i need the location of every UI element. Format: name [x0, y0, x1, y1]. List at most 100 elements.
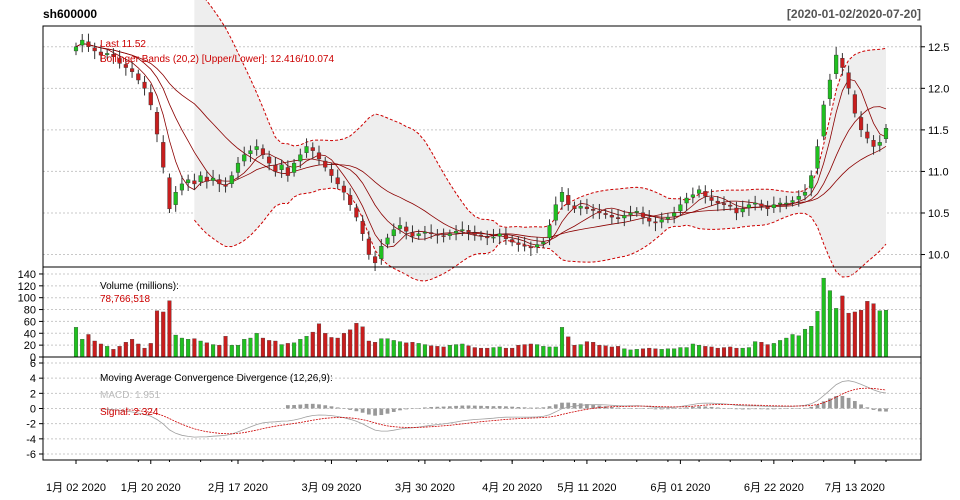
macd-hist-bar — [335, 407, 340, 409]
candle — [877, 135, 882, 152]
candle — [316, 145, 322, 166]
macd-hist-bar — [398, 408, 402, 411]
candle — [217, 174, 222, 193]
candle — [92, 42, 97, 60]
candle — [260, 144, 265, 159]
volume-value: 78,766,518 — [100, 294, 150, 305]
candle — [709, 189, 714, 206]
volume-bar — [609, 346, 614, 358]
x-tick-label: 3月 09 2020 — [301, 482, 361, 494]
volume-bar — [148, 343, 153, 358]
candle — [522, 236, 527, 252]
macd-hist-bar — [535, 407, 539, 409]
candle — [852, 90, 857, 118]
legend-bands: Bollinger Bands (20,2) [Upper/Lower]: 12… — [100, 54, 334, 65]
volume-bar — [559, 327, 565, 358]
candle — [105, 49, 110, 59]
macd-hist-bar — [466, 405, 471, 409]
macd-hist-bar — [435, 406, 440, 409]
volume-bar — [485, 347, 490, 358]
candle — [422, 225, 427, 241]
macd-hist-bar — [566, 402, 571, 409]
volume-bar — [721, 347, 727, 358]
volume-bar — [416, 343, 421, 358]
macd-hist-bar — [460, 405, 465, 409]
macd-hist-bar — [784, 408, 789, 409]
candle — [373, 251, 378, 271]
volume-bar — [335, 337, 340, 358]
volume-bar — [354, 323, 359, 358]
volume-bar — [728, 346, 733, 358]
volume-bar — [796, 335, 801, 358]
macd-hist-bar — [821, 401, 826, 409]
macd-hist-bar — [429, 407, 434, 409]
macd-hist-bar — [329, 406, 334, 409]
macd-tick-label: -2 — [26, 419, 36, 431]
price-tick-label: 11.5 — [928, 125, 949, 137]
signal-line — [125, 387, 887, 435]
volume-bar — [697, 344, 702, 358]
candle — [267, 150, 272, 171]
candle — [161, 135, 166, 174]
macd-hist-bar — [759, 408, 764, 410]
candle — [578, 200, 583, 216]
macd-hist-bar — [578, 403, 583, 409]
candle — [597, 203, 602, 220]
volume-bar — [204, 342, 209, 358]
volume-bar — [267, 340, 272, 358]
candle — [591, 204, 596, 219]
candle — [447, 229, 452, 240]
x-tick-label: 2月 17 2020 — [208, 482, 268, 494]
volume-bar — [316, 323, 322, 358]
macd-hist-bar — [616, 407, 620, 409]
candle — [765, 200, 770, 216]
volume-bar — [92, 340, 97, 358]
macd-hist-bar — [672, 408, 677, 409]
volume-bar — [478, 347, 484, 358]
x-axis: 1月 02 2020 1月 20 2020 2月 17 2020 3月 09 2020… — [46, 460, 887, 494]
volume-bar — [105, 346, 110, 358]
candle — [659, 212, 664, 229]
macd-hist-bar — [597, 405, 602, 409]
volume-bar — [397, 341, 403, 358]
candle — [279, 159, 284, 178]
volume-bar — [472, 347, 477, 358]
candle — [435, 229, 440, 244]
volume-bar — [859, 309, 864, 358]
macd-hist-bar — [504, 406, 508, 409]
macd-tick-label: 0 — [30, 404, 36, 416]
volume-bar — [640, 348, 646, 358]
candle — [397, 217, 403, 234]
macd-hist-bar — [516, 407, 521, 409]
candle — [771, 196, 776, 213]
price-y-axis: 10.0 10.5 11.0 11.5 12.0 12.5 — [921, 42, 949, 262]
macd-hist-bar — [285, 405, 290, 409]
macd-hist-bar — [323, 405, 328, 409]
candle — [491, 228, 496, 243]
date-range: [2020-01-02/2020-07-20] — [787, 7, 921, 21]
volume-bar — [186, 339, 191, 358]
volume-bar — [142, 347, 147, 358]
macd-hist-bar — [647, 408, 652, 409]
volume-bar — [678, 347, 683, 358]
candle — [466, 225, 471, 241]
candle — [304, 138, 309, 158]
volume-bar — [628, 349, 633, 358]
volume-bar — [123, 342, 128, 358]
macd-hist-bar — [547, 406, 552, 409]
volume-bar — [73, 327, 79, 358]
volume-bar — [815, 311, 820, 358]
volume-bar — [809, 326, 814, 358]
volume-bar — [298, 339, 303, 358]
macd-hist-bar — [298, 404, 303, 409]
volume-bar — [235, 344, 241, 358]
volume-bar — [616, 346, 621, 358]
macd-hist-bar — [634, 408, 639, 409]
candle — [167, 173, 172, 213]
volume-bar — [647, 347, 652, 358]
volume-bar — [273, 340, 278, 358]
band-fill — [194, 0, 886, 281]
candle — [273, 157, 278, 177]
candle — [136, 69, 141, 85]
candle — [815, 139, 820, 175]
